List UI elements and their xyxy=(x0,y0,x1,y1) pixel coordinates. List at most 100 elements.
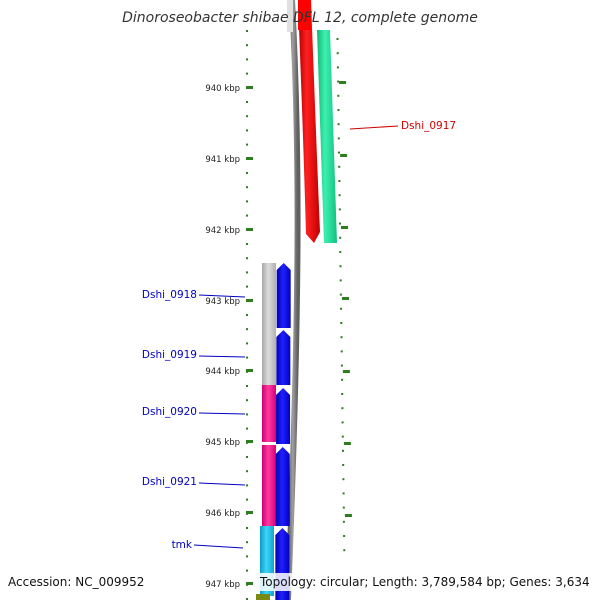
ruler-dot xyxy=(341,378,344,381)
leader-line-tmk xyxy=(193,544,244,549)
ruler-dot xyxy=(246,30,248,32)
ruler-major-tick xyxy=(342,297,349,300)
ruler-dot xyxy=(246,72,248,75)
ruler-dot xyxy=(246,172,248,174)
ruler-major-tick xyxy=(339,81,347,84)
blue-arrow-block xyxy=(275,447,290,526)
ruler-dot xyxy=(246,271,248,274)
ruler-dot xyxy=(342,520,345,523)
blue-arrow-block xyxy=(276,388,291,444)
ruler-dot xyxy=(339,279,342,282)
ruler-dot xyxy=(246,385,248,387)
ruler-dot xyxy=(246,598,248,600)
genome-backbone xyxy=(285,0,301,600)
blue-arrow-track xyxy=(275,263,291,600)
ruler-major-tick xyxy=(341,226,348,229)
ruler-dot xyxy=(343,549,346,552)
ruler-dot xyxy=(338,151,340,154)
blue-arrow-block xyxy=(276,263,291,328)
gene-dshi-0920-bar xyxy=(262,385,276,442)
ruler-dot xyxy=(341,393,344,395)
ruler: 940 kbp 941 kbp 942 kbp 943 kbp 944 kbp 945 k… xyxy=(205,30,352,600)
gene-labels: Dshi_0917 Dshi_0918 Dshi_0919 Dshi_0920 Dshi… xyxy=(142,120,456,551)
leader-line-dshi-0920 xyxy=(198,412,246,415)
ruler-dot xyxy=(340,322,343,324)
ruler-major-tick xyxy=(246,157,253,160)
ruler-dot xyxy=(246,101,248,103)
ruler-dot xyxy=(339,222,341,225)
ruler-dot xyxy=(246,328,248,331)
ruler-dot xyxy=(340,350,343,353)
ruler-tick-label: 940 kbp xyxy=(205,84,240,94)
blue-arrow-block xyxy=(276,330,291,385)
gene-dshi-0917-bar xyxy=(298,0,320,243)
accession-label: Accession: NC_009952 xyxy=(8,575,145,589)
ruler-dot xyxy=(341,421,344,424)
gene-dshi-0921-bar xyxy=(262,445,276,526)
ruler-dot xyxy=(336,38,339,40)
ruler-major-tick xyxy=(342,370,350,373)
ruler-dot xyxy=(246,484,248,487)
ruler-dot xyxy=(343,535,346,537)
ruler-dot xyxy=(338,180,341,182)
ruler-dot xyxy=(246,569,248,572)
leader-line-dshi-0919 xyxy=(198,355,246,358)
gene-label-dshi-0920[interactable]: Dshi_0920 xyxy=(142,406,197,418)
gene-label-dshi-0919[interactable]: Dshi_0919 xyxy=(142,349,197,361)
ruler-dot xyxy=(337,80,340,83)
ruler-dot xyxy=(246,115,248,118)
ruler-dot xyxy=(338,208,341,211)
ruler-dot xyxy=(246,527,248,529)
ruler-dot xyxy=(246,257,248,260)
ruler-dot xyxy=(336,52,339,55)
ruler-dot xyxy=(246,243,248,245)
ruler-dot xyxy=(338,165,341,168)
ruler-major-tick xyxy=(344,514,352,517)
ruler-dot xyxy=(340,307,343,310)
ruler-dot xyxy=(339,265,342,268)
gene-label-tmk[interactable]: tmk xyxy=(172,539,193,551)
ruler-tick-label: 945 kbp xyxy=(205,438,240,448)
ruler-major-tick xyxy=(246,582,253,585)
ruler-tick-label: 942 kbp xyxy=(205,226,240,236)
ruler-dot xyxy=(342,449,344,452)
ruler-dot xyxy=(246,214,248,217)
ruler-major-tick xyxy=(343,442,351,445)
gene-label-dshi-0921[interactable]: Dshi_0921 xyxy=(142,476,197,488)
genome-summary: Topology: circular; Length: 3,789,584 bp… xyxy=(256,573,594,591)
ruler-dot xyxy=(246,129,248,132)
ruler-dot xyxy=(246,186,248,189)
ruler-major-tick xyxy=(246,228,253,231)
ruler-major-tick xyxy=(340,154,348,157)
ruler-tick-label: 941 kbp xyxy=(205,155,240,165)
ruler-dot xyxy=(339,236,342,239)
ruler-dot xyxy=(246,58,248,61)
ruler-dot xyxy=(342,464,345,466)
ruler-dot xyxy=(337,109,340,111)
gene-label-dshi-0917[interactable]: Dshi_0917 xyxy=(401,120,456,132)
gene-olive-bar xyxy=(256,594,270,600)
page-title: Dinoroseobacter shibae DFL 12, complete … xyxy=(122,10,478,26)
ruler-dot xyxy=(246,44,248,47)
ruler-dot xyxy=(246,200,248,203)
ruler-dot xyxy=(340,336,343,339)
leader-line-dshi-0918 xyxy=(198,294,246,298)
ruler-major-tick xyxy=(246,440,253,443)
ruler-dot xyxy=(246,143,248,146)
ruler-tick-label: 947 kbp xyxy=(205,580,240,590)
gene-label-dshi-0918[interactable]: Dshi_0918 xyxy=(142,289,197,301)
leader-line-dshi-0917 xyxy=(349,125,399,130)
ruler-dot xyxy=(246,498,248,501)
ruler-dot xyxy=(342,492,345,495)
ruler-major-tick xyxy=(246,369,253,372)
ruler-dot xyxy=(338,194,341,197)
ruler-dot xyxy=(246,541,248,544)
ruler-major-tick xyxy=(246,86,253,89)
gene-green-bar xyxy=(317,30,337,243)
ruler-dot xyxy=(246,342,248,345)
ruler-dot xyxy=(336,66,339,69)
ruler-tick-label: 944 kbp xyxy=(205,367,240,377)
ruler-dot xyxy=(246,413,248,416)
ruler-dot xyxy=(246,399,248,402)
